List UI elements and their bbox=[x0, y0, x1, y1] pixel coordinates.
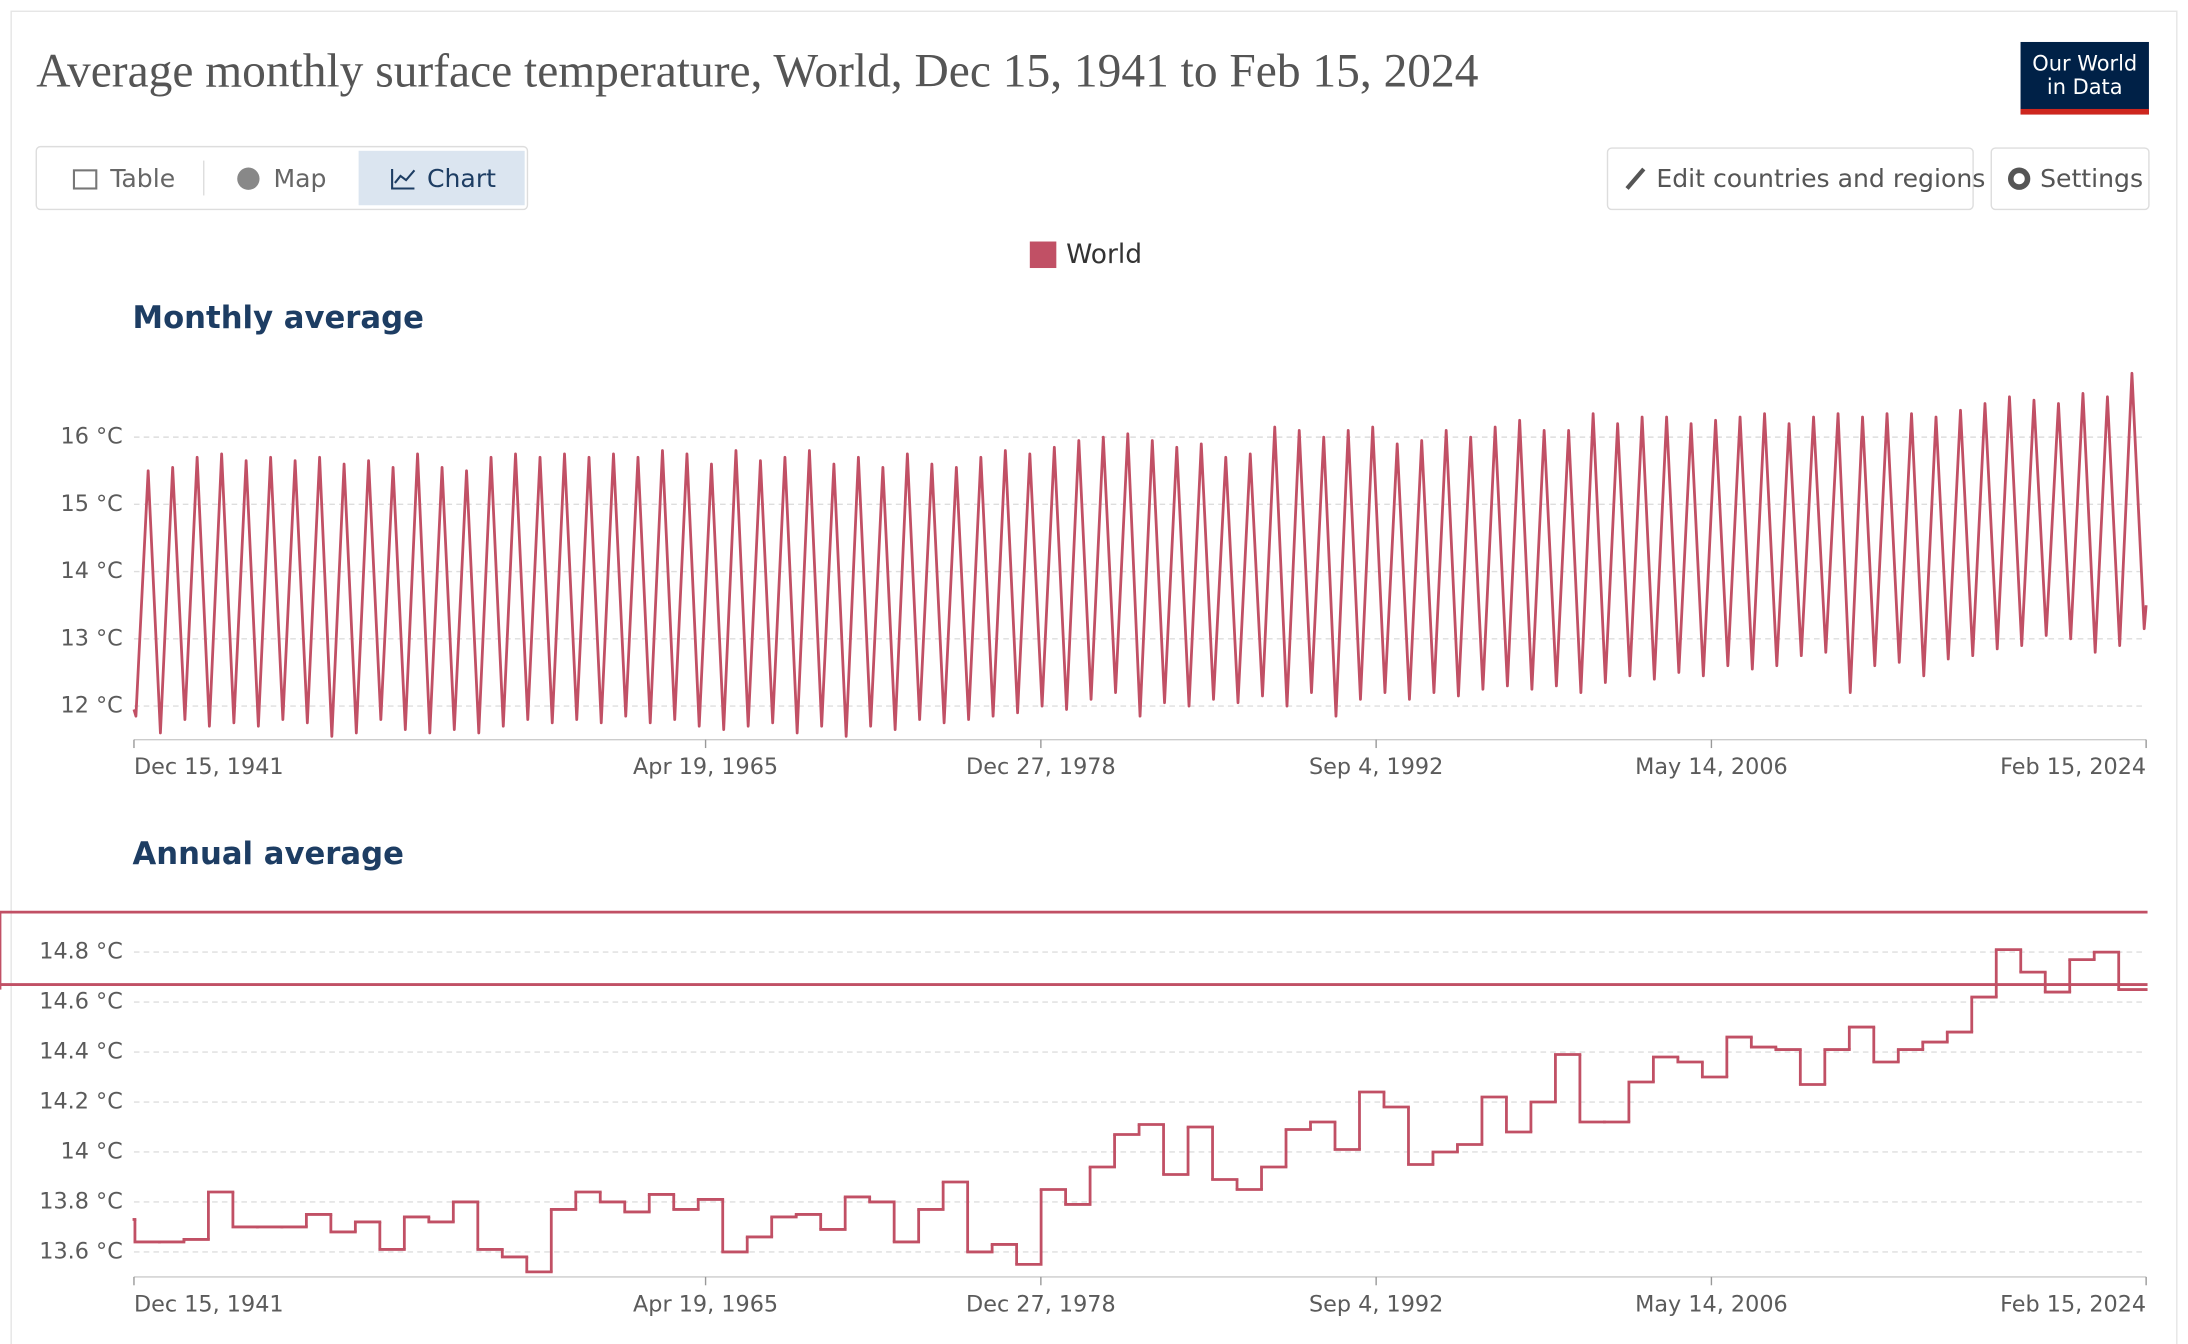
x-tick-label: Apr 19, 1965 bbox=[633, 1291, 778, 1317]
x-tick-label: Sep 4, 1992 bbox=[1309, 1291, 1443, 1317]
y-tick-label: 14.6 °C bbox=[39, 989, 123, 1015]
x-tick-label: May 14, 2006 bbox=[1635, 1291, 1788, 1317]
x-tick-label: Sep 4, 1992 bbox=[1309, 754, 1443, 780]
y-tick-label: 15 °C bbox=[61, 491, 123, 517]
map-icon bbox=[237, 167, 260, 190]
y-tick-label: 14 °C bbox=[61, 1138, 123, 1164]
legend-swatch bbox=[1029, 241, 1057, 269]
gear-icon bbox=[2007, 167, 2031, 190]
frame bbox=[10, 10, 2178, 1344]
logo-bar bbox=[2020, 108, 2149, 115]
y-tick-label: 13.6 °C bbox=[39, 1238, 123, 1264]
y-tick-label: 14.4 °C bbox=[39, 1039, 123, 1065]
x-tick-label: May 14, 2006 bbox=[1635, 754, 1788, 780]
x-tick-label: Feb 15, 2024 bbox=[2000, 1291, 2146, 1317]
logo-text: Our World bbox=[2032, 51, 2137, 75]
chart-subtitle: Annual average bbox=[133, 837, 404, 872]
y-tick-label: 14.8 °C bbox=[39, 939, 123, 965]
y-tick-label: 14.2 °C bbox=[39, 1089, 123, 1115]
edit-button[interactable] bbox=[1606, 147, 1974, 211]
tab-active bbox=[358, 150, 525, 206]
chart-subtitle: Monthly average bbox=[133, 301, 424, 336]
chart-icon bbox=[394, 169, 416, 184]
settings-button-label: Settings bbox=[2040, 164, 2143, 193]
tab-map[interactable]: Map bbox=[274, 164, 327, 193]
y-tick-label: 16 °C bbox=[61, 424, 123, 450]
logo[interactable] bbox=[2020, 41, 2149, 115]
y-tick-label: 14 °C bbox=[61, 558, 123, 584]
logo-text: in Data bbox=[2047, 75, 2123, 99]
x-tick-label: Dec 27, 1978 bbox=[966, 754, 1116, 780]
settings-button[interactable] bbox=[1990, 147, 2150, 211]
x-tick-label: Dec 15, 1941 bbox=[134, 754, 284, 780]
x-tick-label: Dec 27, 1978 bbox=[966, 1291, 1116, 1317]
data-line bbox=[132, 371, 2148, 738]
edit-button-label: Edit countries and regions bbox=[1656, 164, 1985, 193]
x-tick-label: Feb 15, 2024 bbox=[2000, 754, 2146, 780]
x-tick-label: Dec 15, 1941 bbox=[134, 1291, 284, 1317]
table-icon bbox=[72, 169, 98, 190]
y-tick-label: 13.8 °C bbox=[39, 1188, 123, 1214]
y-tick-label: 13 °C bbox=[61, 625, 123, 651]
x-tick-label: Apr 19, 1965 bbox=[633, 754, 778, 780]
y-tick-label: 12 °C bbox=[61, 693, 123, 719]
legend-label[interactable]: World bbox=[1066, 239, 1142, 270]
chart-icon bbox=[391, 168, 415, 190]
pencil-icon bbox=[1625, 167, 1646, 190]
tab-chart[interactable]: Chart bbox=[427, 164, 496, 193]
page-title: Average monthly surface temperature, Wor… bbox=[36, 45, 1478, 97]
tab-table[interactable]: Table bbox=[109, 164, 175, 193]
